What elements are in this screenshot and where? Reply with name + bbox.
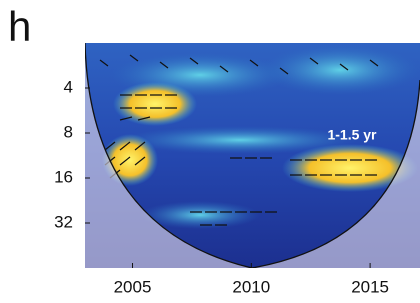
- y-tick-label: 32: [54, 212, 73, 231]
- annotation: 1-1.5 yr: [327, 127, 377, 143]
- panel-label: h: [8, 3, 31, 50]
- y-tick-label: 16: [54, 167, 73, 186]
- y-tick-label: 4: [64, 77, 73, 96]
- page: {"chart_data": {"type": "wavelet", "pane…: [0, 0, 420, 303]
- chart: h 1-1.5 yr 2005 2010 2015 4 8 16 32: [0, 0, 420, 303]
- x-tick-label: 2010: [232, 277, 270, 296]
- wavelet-field: [85, 43, 420, 268]
- x-tick-label: 2005: [114, 277, 152, 296]
- x-tick-label: 2015: [351, 277, 389, 296]
- y-tick-label: 8: [64, 122, 73, 141]
